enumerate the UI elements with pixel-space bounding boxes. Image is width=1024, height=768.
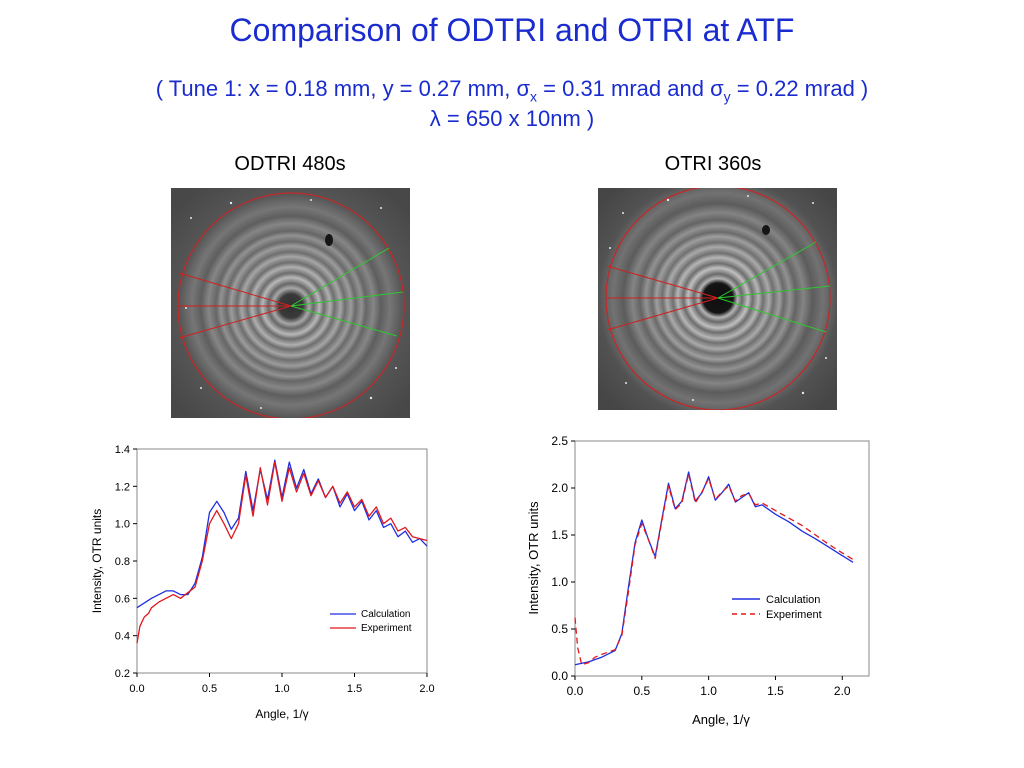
odtri-image-label: ODTRI 480s (234, 153, 346, 175)
y-tick-label: 1.5 (551, 528, 568, 542)
y-tick-label: 2.5 (551, 434, 568, 448)
red-angle-lines (605, 265, 719, 331)
slide-title: Comparison of ODTRI and OTRI at ATF (229, 12, 795, 48)
y-tick-label: 2.0 (551, 481, 568, 495)
x-tick-label: 0.0 (129, 683, 144, 695)
series-lines (136, 459, 428, 644)
dark-spot (762, 225, 770, 235)
green-angle-lines (717, 241, 831, 333)
y-tick-label: 1.4 (115, 444, 130, 456)
y-tick-labels: 0.0 0.5 1.0 1.5 2.0 2.5 (551, 434, 568, 683)
tick-marks (571, 440, 843, 680)
otri-image-label: OTRI 360s (664, 153, 762, 175)
slide-subtitle-line1: ( Tune 1: x = 0.18 mm, y = 0.27 mm, σx =… (0, 76, 1024, 104)
slide-subtitle-line2: λ = 650 x 10nm ) (0, 106, 1024, 132)
x-tick-label: 1.0 (274, 683, 289, 695)
dark-spot (325, 234, 333, 246)
y-tick-label: 0.6 (115, 593, 130, 605)
legend-experiment-label: Experiment (361, 623, 412, 634)
x-tick-label: 2.0 (419, 683, 434, 695)
y-tick-label: 0.8 (115, 556, 130, 568)
y-tick-label: 1.0 (551, 575, 568, 589)
x-axis-label: Angle, 1/γ (255, 707, 308, 721)
otri-ring-image (598, 188, 837, 410)
ring-pattern (598, 188, 837, 410)
legend: Calculation Experiment (732, 594, 822, 621)
y-tick-label: 0.4 (115, 631, 130, 643)
y-tick-label: 0.2 (115, 668, 130, 680)
otri-photo (598, 188, 837, 410)
y-tick-label: 1.0 (115, 519, 130, 531)
series-calculation-line (136, 459, 428, 609)
odtri-ring-image (171, 188, 410, 418)
x-tick-label: 1.5 (767, 684, 784, 698)
series-experiment-line (574, 473, 854, 666)
sigma-y-symbol: σ (710, 76, 724, 101)
legend-calculation-label: Calculation (766, 594, 820, 606)
subtitle-prefix: ( Tune 1: x = 0.18 mm, y = 0.27 mm, (155, 76, 517, 101)
plot-area (136, 448, 428, 674)
x-tick-label: 2.0 (834, 684, 851, 698)
y-tick-labels: 0.2 0.4 0.6 0.8 1.0 1.2 1.4 (115, 444, 130, 680)
legend: Calculation Experiment (330, 609, 412, 634)
red-angle-lines (177, 272, 292, 339)
wavelength-text: = 650 x 10nm ) (440, 106, 595, 131)
subtitle-middle: = 0.31 mrad and (537, 76, 711, 101)
series-lines (574, 471, 854, 666)
series-experiment-line (136, 461, 428, 644)
y-tick-label: 0.0 (551, 669, 568, 683)
noise-speckles (609, 195, 827, 401)
x-tick-label: 1.5 (347, 683, 362, 695)
x-tick-label: 0.5 (633, 684, 650, 698)
x-axis-label: Angle, 1/γ (692, 712, 750, 727)
odtri-photo (171, 188, 410, 418)
sigma-y-subscript: y (723, 88, 731, 105)
legend-calculation-label: Calculation (361, 609, 410, 620)
x-tick-label: 0.0 (567, 684, 584, 698)
lambda-symbol: λ (429, 106, 441, 131)
sigma-x-symbol: σ (516, 76, 531, 101)
tick-marks (133, 448, 428, 677)
x-tick-label: 1.0 (700, 684, 717, 698)
ring-pattern (171, 188, 410, 418)
y-axis-label: Intensity, OTR units (90, 509, 104, 613)
subtitle-suffix: = 0.22 mrad ) (730, 76, 869, 101)
y-tick-label: 0.5 (551, 622, 568, 636)
x-tick-label: 0.5 (202, 683, 217, 695)
odtri-intensity-chart: 0.2 0.4 0.6 0.8 1.0 1.2 1.4 0.0 0.5 1.0 1.5 2.0 An… (90, 444, 435, 721)
y-axis-label: Intensity, OTR units (526, 501, 541, 615)
plot-area (574, 440, 870, 677)
noise-speckles (185, 199, 397, 409)
green-angle-lines (290, 247, 404, 337)
sigma-x-subscript: x (530, 88, 538, 105)
legend-experiment-label: Experiment (766, 609, 822, 621)
x-tick-labels: 0.0 0.5 1.0 1.5 2.0 (567, 684, 851, 698)
y-tick-label: 1.2 (115, 481, 130, 493)
otri-intensity-chart: 0.0 0.5 1.0 1.5 2.0 2.5 0.0 0.5 1.0 1.5 2.0 Angle… (526, 434, 870, 727)
x-tick-labels: 0.0 0.5 1.0 1.5 2.0 (129, 683, 434, 695)
